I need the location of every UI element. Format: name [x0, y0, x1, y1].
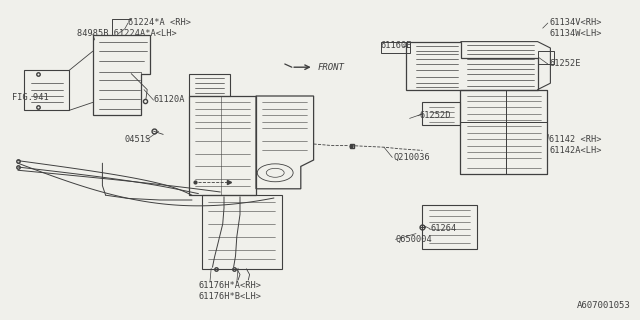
- Text: A607001053: A607001053: [577, 301, 630, 310]
- Text: 61142 <RH>: 61142 <RH>: [549, 135, 602, 144]
- Text: 61142A<LH>: 61142A<LH>: [549, 146, 602, 155]
- Text: 61224*A <RH>: 61224*A <RH>: [128, 18, 191, 27]
- Text: 61252E: 61252E: [549, 60, 580, 68]
- Text: 61252D: 61252D: [419, 111, 451, 120]
- Text: 61134W<LH>: 61134W<LH>: [549, 29, 602, 38]
- Text: 61176H*A<RH>: 61176H*A<RH>: [199, 281, 262, 290]
- Text: FRONT: FRONT: [318, 63, 345, 72]
- Text: Q650004: Q650004: [396, 235, 432, 244]
- Text: FIG.941: FIG.941: [12, 93, 48, 102]
- Text: 61120A: 61120A: [154, 95, 185, 104]
- Text: 61134V<RH>: 61134V<RH>: [549, 18, 602, 27]
- Text: Q210036: Q210036: [394, 153, 430, 162]
- Text: 61176H*B<LH>: 61176H*B<LH>: [199, 292, 262, 301]
- Text: 61264: 61264: [430, 224, 456, 233]
- Text: 0451S: 0451S: [125, 135, 151, 144]
- Text: 84985B 61224A*A<LH>: 84985B 61224A*A<LH>: [77, 29, 177, 38]
- Text: 61160E: 61160E: [381, 41, 412, 50]
